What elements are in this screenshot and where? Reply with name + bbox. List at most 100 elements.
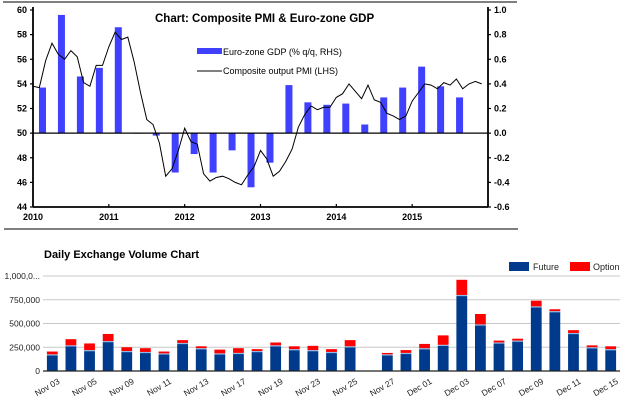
x-tick-label: 2010 bbox=[23, 212, 43, 222]
option-bar bbox=[344, 340, 356, 347]
bar-highlight bbox=[270, 345, 282, 347]
bar-highlight bbox=[84, 350, 95, 352]
option-bar bbox=[326, 349, 337, 352]
x-tick-label: Nov 25 bbox=[331, 376, 360, 398]
option-bar bbox=[84, 343, 95, 351]
option-bar bbox=[530, 300, 542, 307]
gdp-bar bbox=[247, 133, 255, 188]
bar-highlight bbox=[121, 351, 133, 353]
x-tick-label: Nov 11 bbox=[145, 376, 173, 398]
legend: Euro-zone GDP (% q/q, RHS) Composite out… bbox=[197, 47, 342, 76]
y-tick-label: 750,000 bbox=[9, 295, 40, 305]
bar-highlight bbox=[586, 347, 598, 349]
x-tick-label: Nov 09 bbox=[107, 376, 136, 398]
bar-highlight bbox=[288, 349, 300, 351]
future-bar bbox=[121, 352, 133, 371]
y-tick-label: 0 bbox=[35, 366, 40, 376]
y-tick-label: 1,000,0... bbox=[5, 271, 40, 281]
option-bar bbox=[475, 314, 486, 325]
option-bar bbox=[512, 338, 524, 341]
future-bar bbox=[512, 341, 524, 371]
future-bar bbox=[437, 345, 449, 371]
bar-highlight bbox=[475, 324, 486, 326]
gdp-bar bbox=[456, 97, 464, 134]
bar-highlight bbox=[344, 346, 356, 348]
option-bar bbox=[419, 343, 430, 349]
option-bar bbox=[437, 335, 449, 345]
left-tick-label: 54 bbox=[17, 79, 27, 89]
bar-highlight bbox=[456, 294, 468, 297]
x-tick-label: Nov 19 bbox=[256, 376, 285, 398]
x-tick-label: Dec 07 bbox=[480, 376, 509, 398]
x-tick-label: Dec 03 bbox=[442, 376, 471, 398]
bar-highlight bbox=[195, 348, 207, 350]
future-bar bbox=[139, 352, 151, 371]
option-bar bbox=[214, 349, 226, 354]
future-bar bbox=[326, 352, 337, 371]
x-tick-label: Nov 13 bbox=[182, 376, 211, 398]
future-bar bbox=[288, 350, 300, 371]
bar-highlight bbox=[437, 344, 449, 347]
future-bar bbox=[400, 353, 412, 371]
bar-highlight bbox=[158, 353, 170, 355]
right-tick-label: 0.6 bbox=[494, 54, 507, 64]
x-tick-label: 2014 bbox=[326, 212, 346, 222]
legend-label-future: Future bbox=[533, 262, 559, 272]
right-tick-label: -0.2 bbox=[494, 153, 510, 163]
x-tick-label: 2012 bbox=[175, 212, 195, 222]
bar-highlight bbox=[400, 352, 412, 355]
future-bar bbox=[493, 343, 505, 371]
future-bar bbox=[102, 342, 114, 371]
bar-highlight bbox=[549, 311, 561, 313]
gdp-bar bbox=[114, 27, 122, 134]
future-bar bbox=[158, 354, 170, 371]
gdp-bar bbox=[76, 76, 84, 134]
gdp-bar bbox=[38, 87, 46, 134]
gdp-bar bbox=[323, 104, 331, 134]
future-bar bbox=[530, 307, 542, 371]
left-tick-label: 44 bbox=[17, 202, 27, 212]
x-tick-label: Dec 11 bbox=[555, 376, 583, 398]
legend-label-option: Option bbox=[593, 262, 620, 272]
gdp-bar bbox=[380, 97, 388, 134]
bar-highlight bbox=[102, 341, 114, 343]
right-tick-label: -0.4 bbox=[494, 177, 510, 187]
future-bar bbox=[381, 355, 393, 371]
legend-label-pmi: Composite output PMI (LHS) bbox=[223, 66, 338, 76]
future-bar bbox=[456, 295, 468, 371]
gdp-bar bbox=[57, 14, 65, 134]
bar-highlight bbox=[381, 354, 393, 356]
x-tick-label: Dec 09 bbox=[517, 376, 546, 398]
bar-highlight bbox=[233, 352, 244, 355]
gdp-bar bbox=[342, 103, 350, 134]
chart-title: Daily Exchange Volume Chart bbox=[44, 249, 199, 261]
option-bar bbox=[158, 351, 170, 354]
y-tick-label: 250,000 bbox=[9, 342, 40, 352]
future-bar bbox=[586, 348, 598, 371]
bar-highlight bbox=[512, 340, 524, 342]
gdp-bar bbox=[266, 133, 274, 163]
bar-highlight bbox=[419, 348, 430, 350]
gdp-bar bbox=[209, 133, 217, 173]
x-tick-label: Nov 03 bbox=[33, 376, 62, 398]
future-bar bbox=[46, 355, 58, 371]
gdp-bar bbox=[95, 67, 103, 134]
bar-highlight bbox=[568, 332, 579, 335]
chart-title: Chart: Composite PMI & Euro-zone GDP bbox=[155, 13, 374, 25]
future-bar bbox=[605, 350, 617, 371]
x-tick-label: Nov 05 bbox=[70, 376, 99, 398]
option-bar bbox=[400, 350, 412, 353]
future-bar bbox=[419, 349, 430, 371]
x-tick-label: Nov 17 bbox=[219, 376, 248, 398]
gdp-bar bbox=[418, 66, 426, 134]
bar-highlight bbox=[307, 350, 319, 352]
bar-highlight bbox=[177, 342, 188, 345]
composite-pmi-gdp-chart: 44 46 48 50 52 54 56 58 60 -0.6 -0.4 -0.2 0.0 0.2 0.4… bbox=[3, 1, 518, 230]
future-bar bbox=[214, 354, 226, 371]
legend-swatch-gdp bbox=[197, 48, 222, 54]
future-bar bbox=[177, 343, 188, 371]
future-bar bbox=[568, 333, 579, 371]
future-bar bbox=[270, 346, 282, 371]
x-tick-label: 2013 bbox=[250, 212, 270, 222]
bar-highlight bbox=[139, 351, 151, 354]
